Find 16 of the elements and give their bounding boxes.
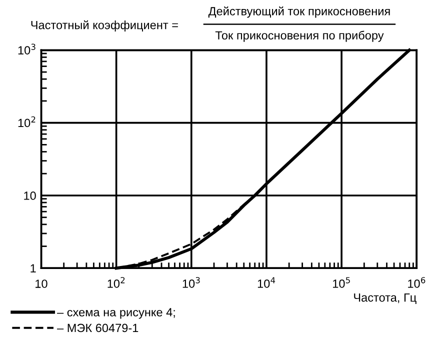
text: Действующий ток прикосновения (208, 6, 390, 18)
x-tick-label: 10$^{5}$ (333, 277, 350, 288)
y-tick-label: 1 (30, 264, 36, 272)
text: Ток прикосновения по прибору (215, 30, 384, 42)
legend-label: – МЭК 60479-1 (57, 324, 138, 332)
legend-label: – схема на рисунке 4; (57, 308, 175, 319)
y-tick-label: 10$^{3}$ (18, 44, 36, 54)
y-tick-label: 10 (24, 192, 36, 200)
x-tick-label: 10 (36, 280, 48, 288)
x-tick-label: 10$^{3}$ (182, 277, 200, 288)
chart-title: Частотный коэффициент = (31, 20, 178, 32)
x-tick-label: 10$^{6}$ (408, 277, 426, 288)
x-tick-label: 10$^{2}$ (108, 277, 125, 288)
y-tick-label: 10$^{2}$ (18, 116, 36, 128)
x-axis-title: Частота, Гц (354, 293, 416, 304)
x-tick-label: 10$^{4}$ (258, 277, 276, 288)
